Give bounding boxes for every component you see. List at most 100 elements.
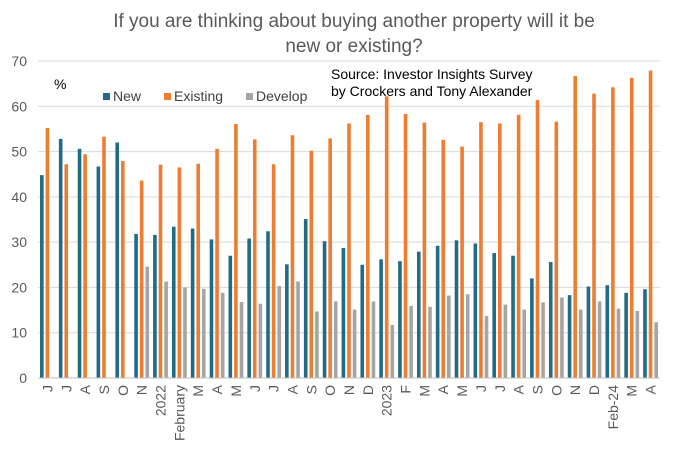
bar-existing (441, 139, 446, 378)
bar-new (285, 264, 289, 378)
bar-existing (535, 99, 540, 379)
x-tick-label: N (341, 385, 357, 395)
legend-swatch-existing (164, 93, 171, 100)
bar-develop (390, 325, 395, 378)
x-tick-label: J (492, 385, 508, 392)
x-tick-label: A (435, 384, 451, 394)
bar-develop (616, 308, 621, 378)
x-tick-label: M (228, 385, 244, 397)
bar-new (586, 286, 591, 378)
x-tick-label: A (77, 384, 93, 394)
bar-new (77, 148, 82, 378)
source-note: Source: Investor Insights Survey by Croc… (331, 66, 533, 99)
x-tick-label: F (398, 385, 414, 394)
bar-new (58, 138, 63, 378)
legend: New Existing Develop (103, 88, 308, 104)
bar-existing (139, 180, 144, 378)
x-tick-label: D (586, 385, 602, 395)
bar-develop (484, 315, 489, 378)
bar-existing (403, 113, 408, 378)
bar-existing (384, 96, 389, 378)
bar-new (435, 245, 440, 378)
bar-existing (516, 114, 521, 378)
bar-existing (158, 164, 163, 378)
legend-swatch-develop (246, 93, 253, 100)
bar-new (624, 292, 628, 378)
bar-develop (315, 311, 319, 378)
y-axis-label: % (54, 76, 66, 92)
x-tick-label: M (416, 385, 432, 397)
bar-existing (611, 87, 615, 378)
bar-new (190, 228, 195, 378)
bar-develop (447, 295, 451, 378)
x-tick-label: Feb-24 (605, 385, 621, 430)
x-tick-label: A (209, 384, 225, 394)
y-tick-label: 70 (11, 53, 27, 69)
x-tick-label: J (39, 385, 55, 392)
legend-label-develop: Develop (256, 88, 308, 104)
bar-existing (121, 161, 125, 378)
x-tick-label: D (360, 385, 376, 395)
bar-new (454, 240, 459, 378)
bar-develop (296, 281, 300, 378)
x-tick-label: A (643, 384, 659, 394)
x-tick-label: S (96, 385, 112, 394)
bar-develop (541, 302, 545, 378)
bar-develop (239, 301, 244, 378)
x-tick-label: J (473, 385, 489, 392)
bar-new (266, 231, 270, 378)
bar-existing (177, 167, 182, 378)
bar-new (398, 261, 402, 378)
bar-develop (333, 301, 338, 378)
bar-new (416, 251, 421, 378)
bar-develop (654, 322, 658, 378)
x-tick-label: M (190, 385, 206, 397)
bar-existing (366, 114, 370, 378)
bar-new (379, 259, 383, 378)
y-tick-label: 60 (11, 98, 27, 114)
bar-new (303, 219, 308, 378)
x-tick-label: O (548, 385, 564, 396)
bar-new (134, 233, 138, 378)
y-tick-label: 0 (19, 370, 27, 386)
bar-existing (196, 163, 201, 378)
bar-existing (234, 123, 238, 378)
bar-new (567, 295, 572, 378)
bar-develop (635, 310, 640, 378)
bar-develop (560, 297, 564, 378)
x-tick-label: N (134, 385, 150, 395)
bar-develop (371, 301, 376, 378)
bar-existing (479, 122, 483, 378)
legend-label-new: New (113, 88, 142, 104)
bar-develop (277, 286, 282, 378)
bar-new (322, 241, 327, 378)
x-tick-label: M (454, 385, 470, 397)
chart-title-line-1: If you are thinking about buying another… (113, 11, 595, 32)
x-tick-label: A (284, 384, 300, 394)
x-tick-label: S (529, 385, 545, 394)
y-tick-label: 50 (11, 144, 27, 160)
bar-develop (258, 303, 263, 378)
bar-new (247, 238, 251, 378)
bar-new (548, 262, 553, 378)
bar-new (209, 239, 214, 378)
bar-develop (164, 281, 168, 378)
bar-existing (102, 136, 106, 378)
x-tick-label: N (567, 385, 583, 395)
legend-swatch-new (103, 93, 110, 100)
bar-existing (83, 154, 87, 378)
x-tick-label: A (511, 384, 527, 394)
x-tick-label: J (247, 385, 263, 392)
source-line-1: Source: Investor Insights Survey (331, 66, 533, 82)
bar-new (473, 243, 478, 378)
bar-develop (183, 287, 187, 378)
bar-existing (347, 123, 351, 378)
bar-develop (597, 301, 602, 378)
y-tick-label: 30 (11, 234, 27, 250)
bar-existing (573, 75, 577, 379)
bar-existing (328, 138, 332, 378)
source-line-2: by Crockers and Tony Alexander (331, 83, 533, 99)
bar-existing (554, 121, 559, 378)
y-tick-label: 20 (11, 279, 27, 295)
x-axis: J J A S O N 2022 February M A M J J A S O N D 2023 F M A M J J A S… (38, 377, 660, 441)
